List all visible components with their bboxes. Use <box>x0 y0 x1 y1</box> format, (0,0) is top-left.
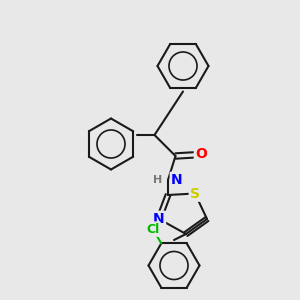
Text: S: S <box>190 187 200 200</box>
Text: H: H <box>153 175 163 185</box>
Text: O: O <box>195 148 207 161</box>
Text: N: N <box>171 173 183 187</box>
Text: N: N <box>153 212 165 226</box>
Text: Cl: Cl <box>146 223 160 236</box>
